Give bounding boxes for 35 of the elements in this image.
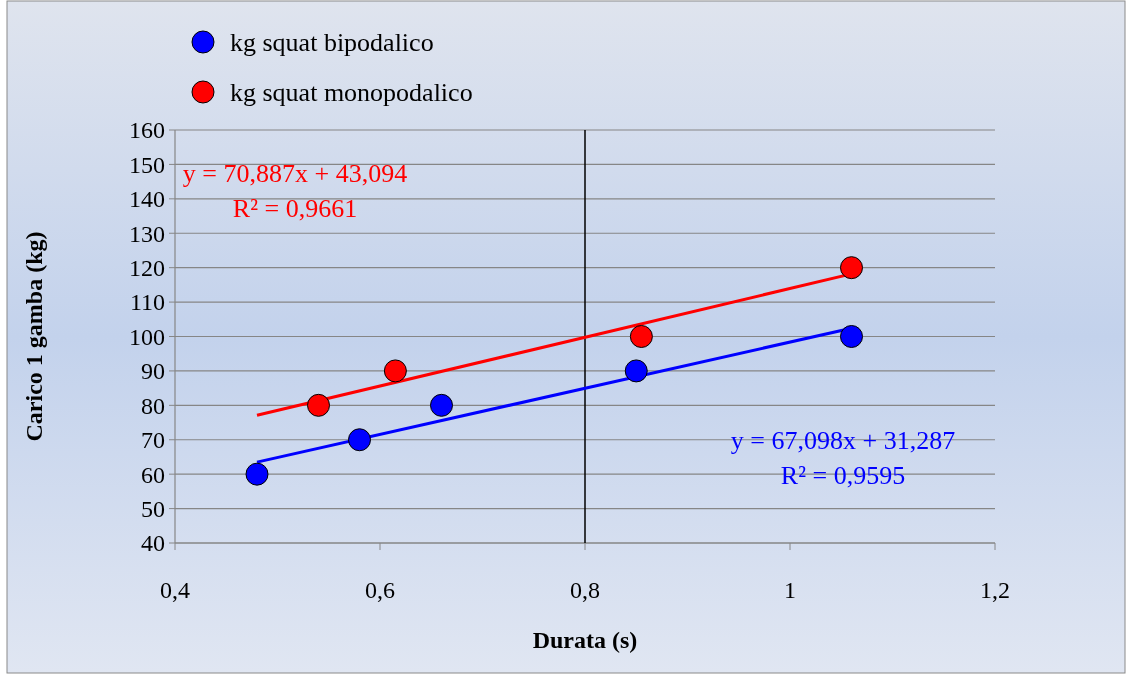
annotation: R² = 0,9595 [780,461,906,491]
y-tick-label: 120 [129,255,165,282]
point [307,393,330,417]
x-tick-label: 0,8 [570,577,600,603]
y-axis-title: Carico 1 gamba (kg) [21,231,47,442]
annotation: y = 67,098x + 31,287 [730,426,956,456]
y-tick-label: 60 [141,461,165,488]
point [383,359,407,383]
y-tick-label: 40 [141,530,165,557]
legend-label: kg squat monopodalico [230,78,473,108]
y-tick-label: 100 [129,323,165,350]
point [430,393,453,417]
point [840,256,863,280]
x-tick-label: 1 [784,577,796,603]
x-tick-label: 0,4 [160,577,190,603]
annotation: y = 70,887x + 43,094 [182,159,408,189]
y-tick-label: 80 [141,392,165,419]
annotation: R² = 0,9661 [232,194,358,224]
y-tick-label: 90 [141,358,165,385]
point [840,325,863,348]
x-axis-title: Durata (s) [532,627,638,653]
point [348,428,371,452]
y-tick-label: 110 [129,289,165,316]
y-tick-label: 130 [129,220,165,247]
y-tick-label: 50 [141,495,165,522]
y-tick-label: 160 [129,117,165,144]
point [245,462,269,486]
point [624,359,648,383]
y-tick-label: 140 [129,186,165,213]
x-tick-label: 1,2 [980,577,1010,603]
y-tick-label: 70 [141,427,165,454]
point [629,325,653,348]
y-tick-label: 150 [129,151,165,178]
legend-label: kg squat bipodalico [230,28,434,58]
x-tick-label: 0,6 [365,577,395,603]
